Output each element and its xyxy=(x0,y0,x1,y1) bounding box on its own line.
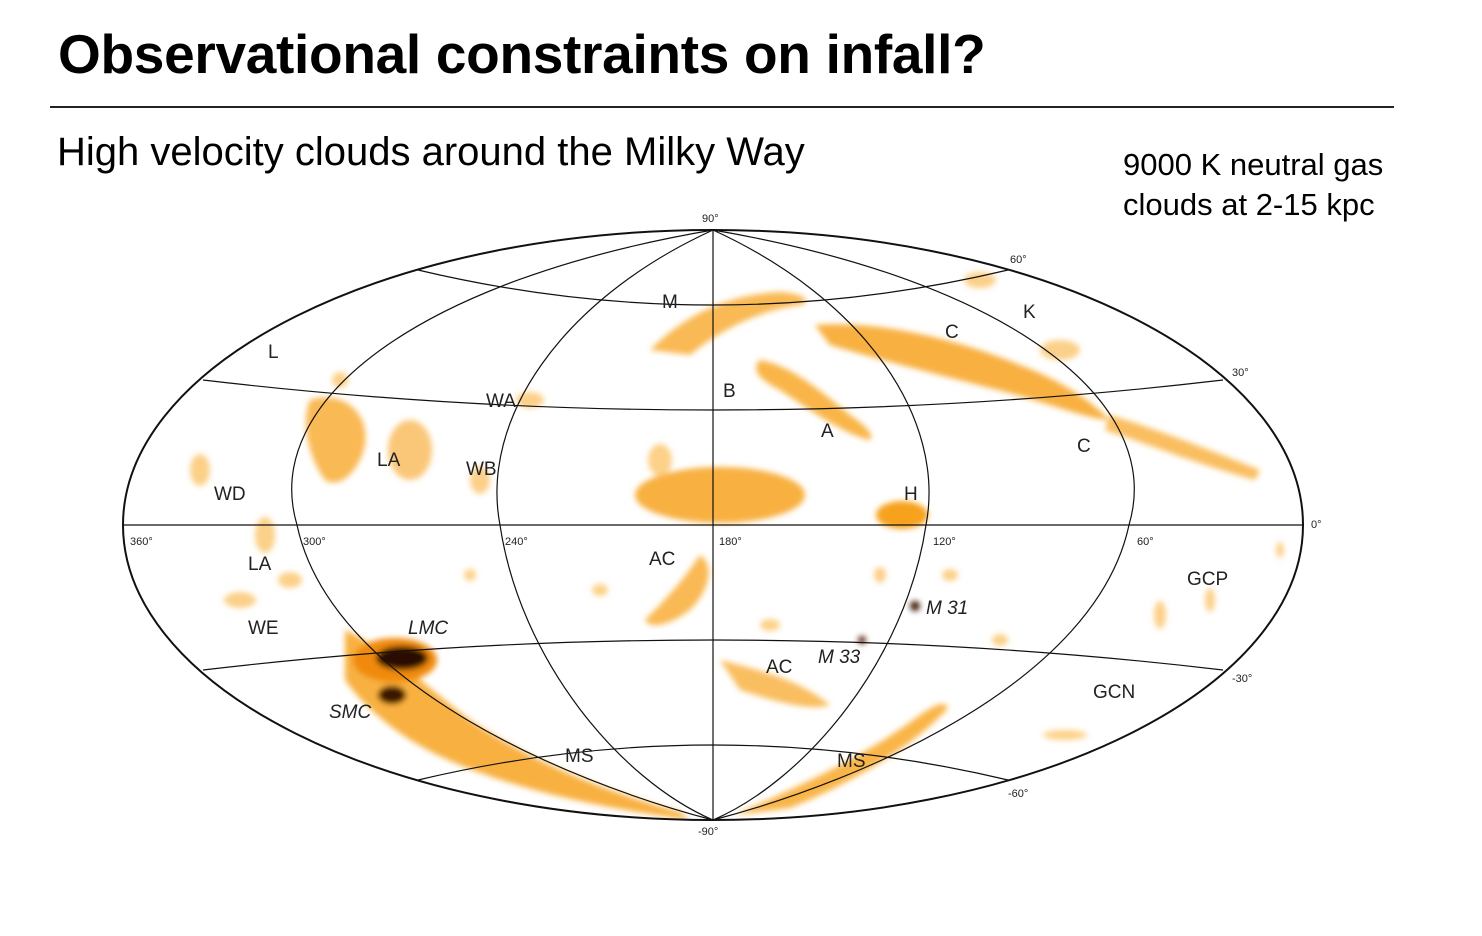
complex-c-cloud xyxy=(815,324,1110,420)
map-outline xyxy=(122,229,1304,821)
parallel-s30 xyxy=(202,639,1224,671)
parallel-n30 xyxy=(202,379,1224,411)
label-ac-upper: AC xyxy=(649,549,675,570)
anticenter-cloud xyxy=(635,467,805,523)
slide-title: Observational constraints on infall? xyxy=(58,23,986,85)
label-m31: M 31 xyxy=(926,598,968,619)
smc-core xyxy=(378,686,406,704)
meridian-240 xyxy=(496,229,714,821)
map-graticule xyxy=(122,229,1304,821)
meridian-60 xyxy=(712,229,1135,821)
label-gcn: GCN xyxy=(1093,682,1135,703)
note-line-2: clouds at 2-15 kpc xyxy=(1123,187,1375,222)
lon-tick-240: 240° xyxy=(505,536,528,548)
meridian-300 xyxy=(291,229,714,821)
lon-tick-360: 360° xyxy=(130,536,153,548)
label-c-lower: C xyxy=(1077,436,1091,457)
magellanic-stream-right xyxy=(735,704,948,815)
label-m33: M 33 xyxy=(818,647,861,668)
label-ms-right: MS xyxy=(837,751,866,772)
complex-m-cloud xyxy=(650,292,807,355)
anticenter-lower-cloud xyxy=(720,660,830,708)
lat-tick-minus90: -90° xyxy=(698,826,718,838)
cloud-labels: M L K C C B A WA LA WB WD H LA AC GCP M … xyxy=(214,292,1228,772)
lon-tick-120: 120° xyxy=(933,536,956,548)
label-a: A xyxy=(821,421,834,442)
anticenter-shell-cloud xyxy=(645,555,709,626)
coordinate-ticks: 90° 60° 30° 0° -30° -60° -90° 360° 300° … xyxy=(130,213,1322,838)
lon-tick-60: 60° xyxy=(1137,536,1154,548)
lat-tick-minus60: -60° xyxy=(1008,788,1028,800)
label-h: H xyxy=(904,484,918,505)
label-l: L xyxy=(268,342,279,363)
label-we: WE xyxy=(248,618,279,639)
label-wd: WD xyxy=(214,484,246,505)
label-wb: WB xyxy=(466,459,497,480)
magellanic-stream-left xyxy=(345,630,690,820)
meridian-120 xyxy=(712,229,930,821)
complex-h-cloud xyxy=(876,501,928,529)
lat-tick-90: 90° xyxy=(702,213,719,225)
label-k: K xyxy=(1023,302,1036,323)
label-smc: SMC xyxy=(329,702,372,723)
label-lmc: LMC xyxy=(408,618,448,639)
label-m: M xyxy=(662,292,678,313)
m31-cloud xyxy=(910,601,920,611)
lon-tick-180: 180° xyxy=(719,536,742,548)
la-upper-patch xyxy=(388,420,432,480)
label-ac-lower: AC xyxy=(766,657,792,678)
hvc-emission xyxy=(190,272,1284,820)
scattered-clouds xyxy=(190,272,1284,740)
label-la-lower: LA xyxy=(248,554,272,575)
leading-arm-upper-cloud xyxy=(305,397,366,483)
label-c-upper: C xyxy=(945,322,959,343)
label-ms-left: MS xyxy=(565,746,594,767)
complex-a-cloud xyxy=(756,360,872,440)
parallel-s60 xyxy=(417,744,1009,781)
title-divider xyxy=(50,106,1394,108)
label-gcp: GCP xyxy=(1187,569,1228,590)
label-b: B xyxy=(723,381,736,402)
complex-c-lower-cloud xyxy=(1105,415,1260,480)
lat-tick-30: 30° xyxy=(1232,367,1249,379)
label-la-upper: LA xyxy=(377,450,401,471)
temperature-note: 9000 K neutral gas clouds at 2-15 kpc xyxy=(1123,145,1383,225)
lat-tick-60: 60° xyxy=(1010,254,1027,266)
lat-tick-minus30: -30° xyxy=(1232,673,1252,685)
lon-tick-300: 300° xyxy=(303,536,326,548)
slide-subtitle: High velocity clouds around the Milky Wa… xyxy=(57,130,805,174)
note-line-1: 9000 K neutral gas xyxy=(1123,147,1384,182)
label-wa: WA xyxy=(486,391,516,412)
lat-tick-0: 0° xyxy=(1311,519,1322,531)
